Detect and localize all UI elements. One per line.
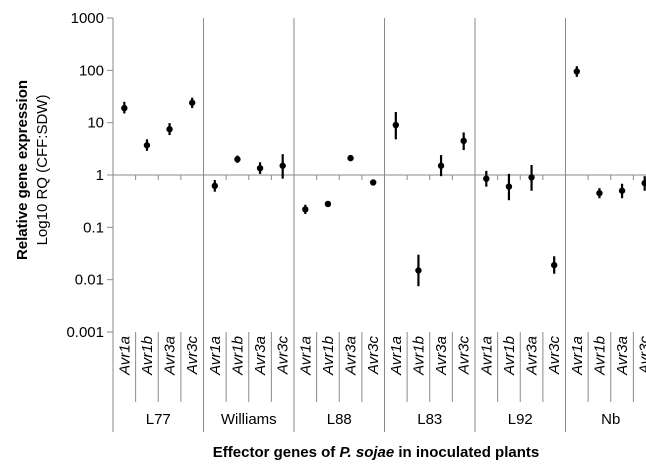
category-label: Avr3a xyxy=(433,336,450,376)
category-label: Avr1b xyxy=(410,336,427,376)
data-point xyxy=(460,137,467,145)
data-point xyxy=(437,162,445,169)
y-tick-label: 0.001 xyxy=(66,324,104,341)
group-label: L88 xyxy=(327,411,352,428)
data-point xyxy=(483,175,490,182)
plot-frame xyxy=(112,18,646,432)
data-point xyxy=(505,183,513,190)
data-point xyxy=(347,154,354,162)
category-label: Avr3a xyxy=(252,336,269,376)
category-label: Avr3a xyxy=(524,336,541,376)
data-point xyxy=(369,179,377,186)
data-point xyxy=(641,179,646,187)
category-label: Avr3c xyxy=(184,336,201,376)
data-point xyxy=(234,156,241,163)
category-label: Avr3a xyxy=(614,336,631,376)
data-point xyxy=(188,99,196,106)
data-point xyxy=(573,68,581,75)
y-tick-label: 0.1 xyxy=(83,219,104,236)
category-label: Avr1b xyxy=(591,336,608,376)
y-axis-subtitle: Log10 RQ (CFF:SDW) xyxy=(34,95,51,246)
category-label: Avr1a xyxy=(478,336,495,376)
category-label: Avr3c xyxy=(546,336,563,376)
x-axis-title-pre: Effector genes of xyxy=(213,444,340,461)
data-point xyxy=(121,104,128,112)
data-point xyxy=(143,142,151,149)
group-label: Williams xyxy=(221,411,277,428)
y-tick-label: 0.01 xyxy=(75,272,104,289)
x-axis: Avr1a Avr1b Avr3a Avr3c L77 Avr1a Avr1b Avr3a Av… xyxy=(116,332,646,428)
data-point xyxy=(596,189,603,197)
category-label: Avr1b xyxy=(139,336,156,376)
y-tick-label: 10 xyxy=(87,115,104,132)
group-label: Nb xyxy=(601,411,620,428)
category-label: Avr3c xyxy=(275,336,292,376)
data-point xyxy=(528,174,535,181)
x-axis-title-species: P. sojae xyxy=(339,444,394,461)
data-point xyxy=(392,121,400,129)
x-axis-title: Effector genes of P. sojae in inoculated… xyxy=(213,444,539,461)
category-label: Avr1a xyxy=(116,336,133,376)
y-tick-label: 1 xyxy=(96,167,104,184)
data-point xyxy=(256,164,264,172)
y-tick-label: 100 xyxy=(79,62,104,79)
category-label: Avr1b xyxy=(501,336,518,376)
data-point xyxy=(279,162,286,169)
category-label: Avr1a xyxy=(297,336,314,376)
category-label: Avr3c xyxy=(637,336,646,376)
category-label: Avr1a xyxy=(569,336,586,376)
data-point xyxy=(211,182,219,190)
data-point xyxy=(302,206,309,213)
data-point xyxy=(166,126,173,133)
category-label: Avr1a xyxy=(388,336,405,376)
data-point xyxy=(324,200,332,208)
group-label: L77 xyxy=(146,411,171,428)
group-label: L83 xyxy=(417,411,442,428)
group-label: L92 xyxy=(508,411,533,428)
category-label: Avr3a xyxy=(162,336,179,376)
data-point xyxy=(618,187,626,194)
y-axis: 1000 100 10 1 0.1 0.01 0.001 xyxy=(66,10,114,341)
category-label: Avr1a xyxy=(207,336,224,376)
category-label: Avr3c xyxy=(365,336,382,376)
y-axis-title: Relative gene expression xyxy=(14,80,31,260)
x-axis-title-post: in inoculated plants xyxy=(394,444,539,461)
data-points xyxy=(121,66,646,287)
data-point xyxy=(550,261,558,269)
category-label: Avr3a xyxy=(343,336,360,376)
data-point xyxy=(415,267,422,274)
category-label: Avr3c xyxy=(456,336,473,376)
category-label: Avr1b xyxy=(320,336,337,376)
category-label: Avr1b xyxy=(229,336,246,376)
y-tick-label: 1000 xyxy=(71,10,104,27)
